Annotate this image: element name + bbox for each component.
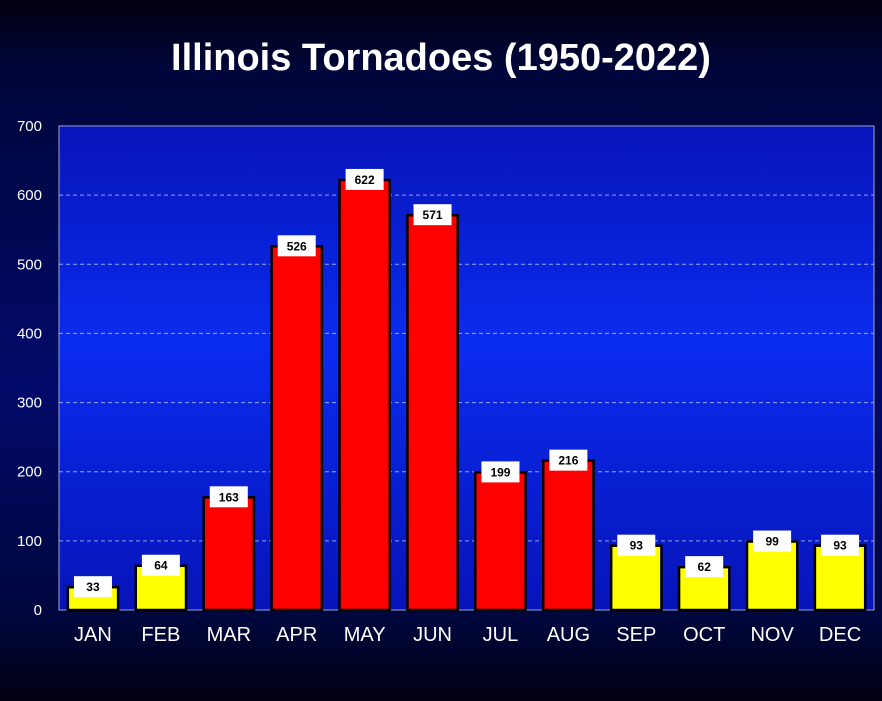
data-label: 93 <box>630 539 644 553</box>
x-tick-label: APR <box>276 624 317 646</box>
bar-aug <box>541 459 595 612</box>
data-label-box <box>141 554 180 576</box>
gridlines <box>59 194 874 542</box>
data-label: 163 <box>219 490 239 504</box>
plot-area <box>58 125 875 611</box>
x-tick-label: MAR <box>207 624 251 646</box>
y-tick-label: 0 <box>34 602 42 619</box>
bar-apr <box>270 245 324 612</box>
data-label-box <box>617 534 656 556</box>
y-tick-label: 400 <box>17 325 42 342</box>
x-tick-label: DEC <box>819 624 861 646</box>
data-label-box <box>549 449 588 471</box>
y-tick-label: 700 <box>17 118 42 135</box>
data-label: 64 <box>154 559 168 573</box>
data-label-box <box>209 486 248 508</box>
bar-jun <box>406 213 459 612</box>
y-tick-label: 200 <box>17 464 42 481</box>
x-tick-label: JUL <box>483 624 519 646</box>
data-label-box <box>821 534 860 556</box>
data-label: 216 <box>558 454 578 468</box>
data-label-box <box>685 556 724 578</box>
data-label: 622 <box>355 173 375 187</box>
y-tick-label: 600 <box>17 187 42 204</box>
y-axis-ticks: 0 100 200 300 400 500 600 700 <box>17 118 42 619</box>
chart-title: Illinois Tornadoes (1950-2022) <box>171 37 711 79</box>
data-label: 571 <box>423 208 443 222</box>
x-tick-label: OCT <box>683 624 725 646</box>
x-tick-label: SEP <box>616 624 656 646</box>
data-label-box <box>345 168 384 190</box>
data-label-box <box>277 235 316 257</box>
bar-dec <box>813 544 867 612</box>
bar-mar <box>202 496 256 612</box>
x-tick-label: MAY <box>344 624 386 646</box>
x-tick-label: AUG <box>547 624 590 646</box>
data-label: 99 <box>765 535 779 549</box>
bar-sep <box>609 544 663 612</box>
data-label: 526 <box>287 239 307 253</box>
data-label: 93 <box>833 539 847 553</box>
x-tick-label: JAN <box>74 624 112 646</box>
y-tick-label: 300 <box>17 395 42 412</box>
x-tick-label: NOV <box>750 624 794 646</box>
x-axis-ticks: JAN FEB MAR APR MAY JUN JUL AUG SEP OCT NOV DEC <box>74 624 861 646</box>
data-label-box <box>753 530 792 552</box>
x-tick-label: FEB <box>141 624 180 646</box>
data-label-box <box>413 204 452 226</box>
bar-jul <box>474 471 527 612</box>
y-tick-label: 500 <box>17 256 42 273</box>
data-label: 33 <box>86 580 100 594</box>
data-label: 199 <box>490 465 510 479</box>
y-tick-label: 100 <box>17 533 42 550</box>
x-tick-label: JUN <box>413 624 452 646</box>
data-label-box <box>481 461 520 483</box>
data-label-box <box>73 576 112 598</box>
bar-nov <box>745 540 799 612</box>
data-label: 62 <box>698 560 712 574</box>
bars: 33 64 163 526 622 571 199 216 93 62 99 93 <box>66 168 867 612</box>
bar-may <box>338 178 392 612</box>
